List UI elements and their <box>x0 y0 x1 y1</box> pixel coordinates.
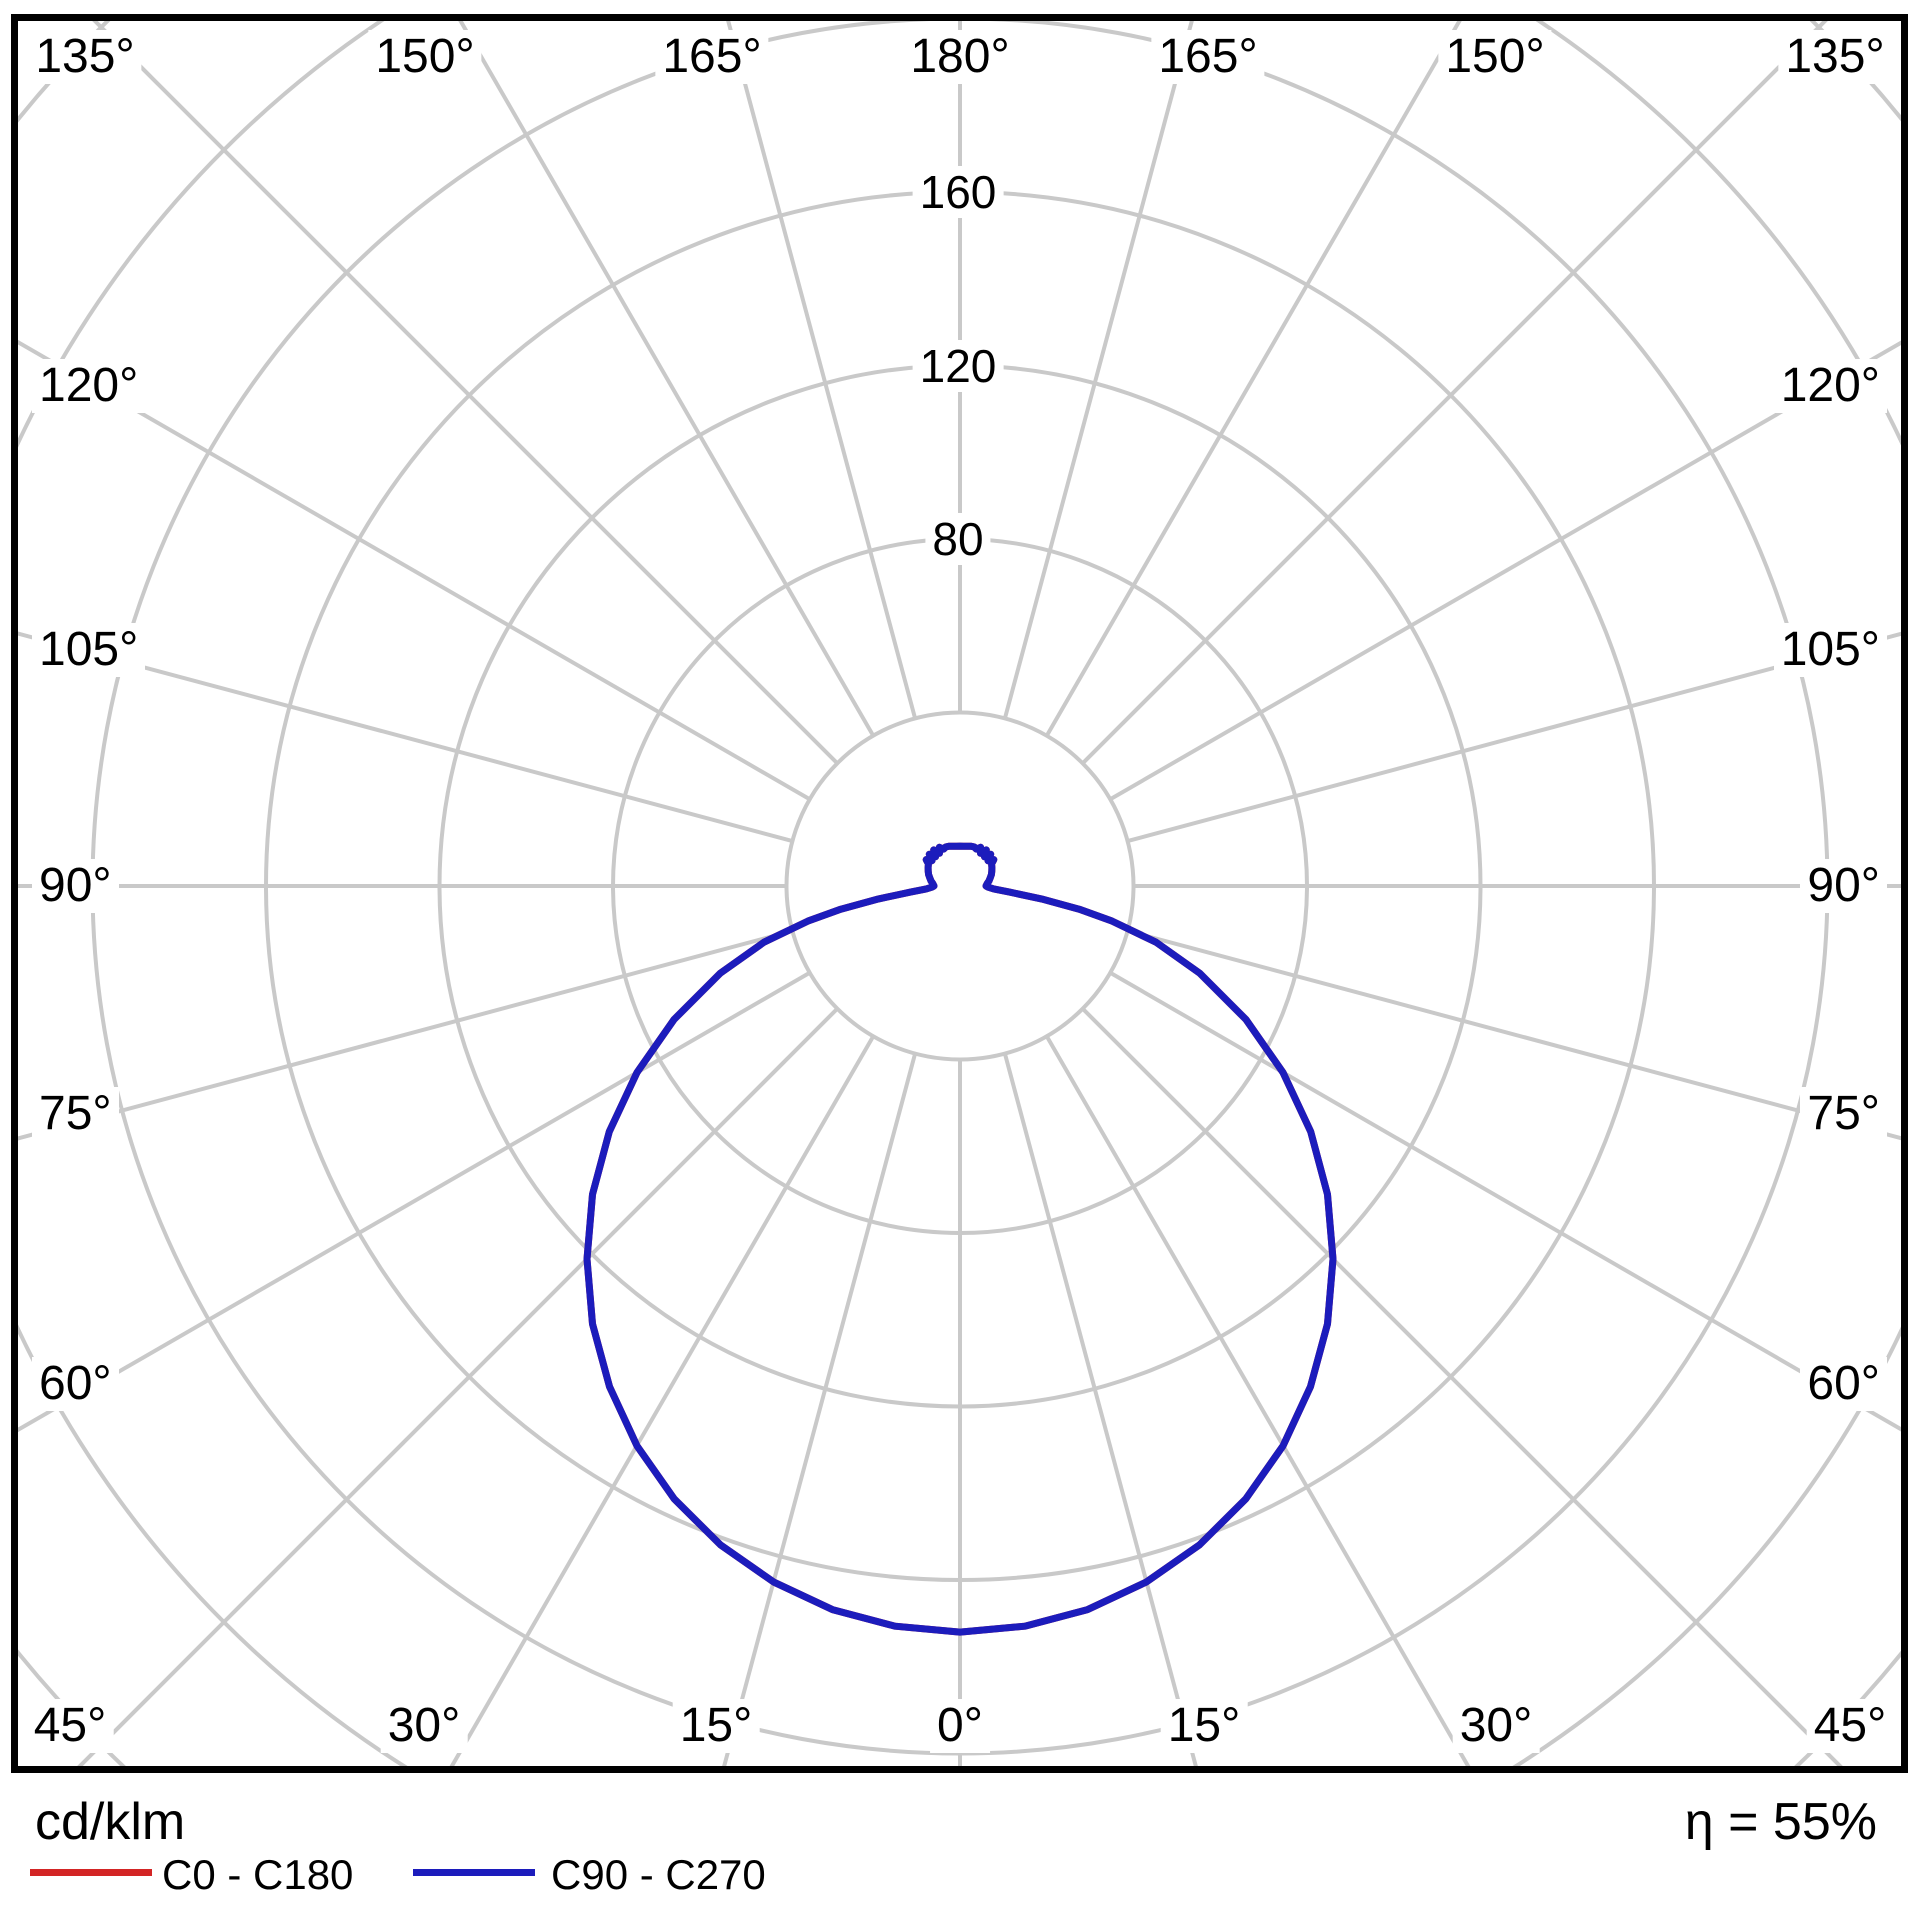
grid-spoke <box>1127 928 1902 1141</box>
legend-swatch-c90-c270 <box>413 1869 535 1876</box>
unit-label: cd/klm <box>35 1793 186 1851</box>
grid-spoke <box>1109 339 1902 801</box>
grid-spoke <box>1045 21 1462 737</box>
grid-spoke <box>1081 1007 1843 1766</box>
plot-frame <box>11 14 1908 1773</box>
efficiency-label: η = 55% <box>1684 1793 1877 1851</box>
grid-spoke <box>458 21 875 737</box>
grid-spoke <box>726 21 918 719</box>
grid-spoke <box>92 21 839 765</box>
grid-spoke <box>1081 21 1828 765</box>
grid-spoke <box>722 1053 918 1766</box>
grid-spoke <box>1002 21 1194 719</box>
curve-c90-c270 <box>583 842 1337 1636</box>
grid-ring <box>784 710 1136 1062</box>
grid-spoke <box>449 1035 875 1766</box>
grid-spoke <box>18 971 811 1433</box>
grid-spoke <box>18 631 793 844</box>
grid-spoke <box>1045 1035 1471 1766</box>
grid-spoke <box>1109 971 1902 1433</box>
grid-spoke <box>77 1007 839 1766</box>
grid-spoke <box>1127 631 1902 844</box>
grid-spoke <box>18 339 811 801</box>
legend-swatch-c0-c180 <box>30 1869 152 1876</box>
legend-label-c0-c180: C0 - C180 <box>162 1851 354 1898</box>
grid-spoke <box>1002 1053 1198 1766</box>
legend-label-c90-c270: C90 - C270 <box>551 1851 766 1898</box>
grid-spoke <box>18 928 793 1141</box>
